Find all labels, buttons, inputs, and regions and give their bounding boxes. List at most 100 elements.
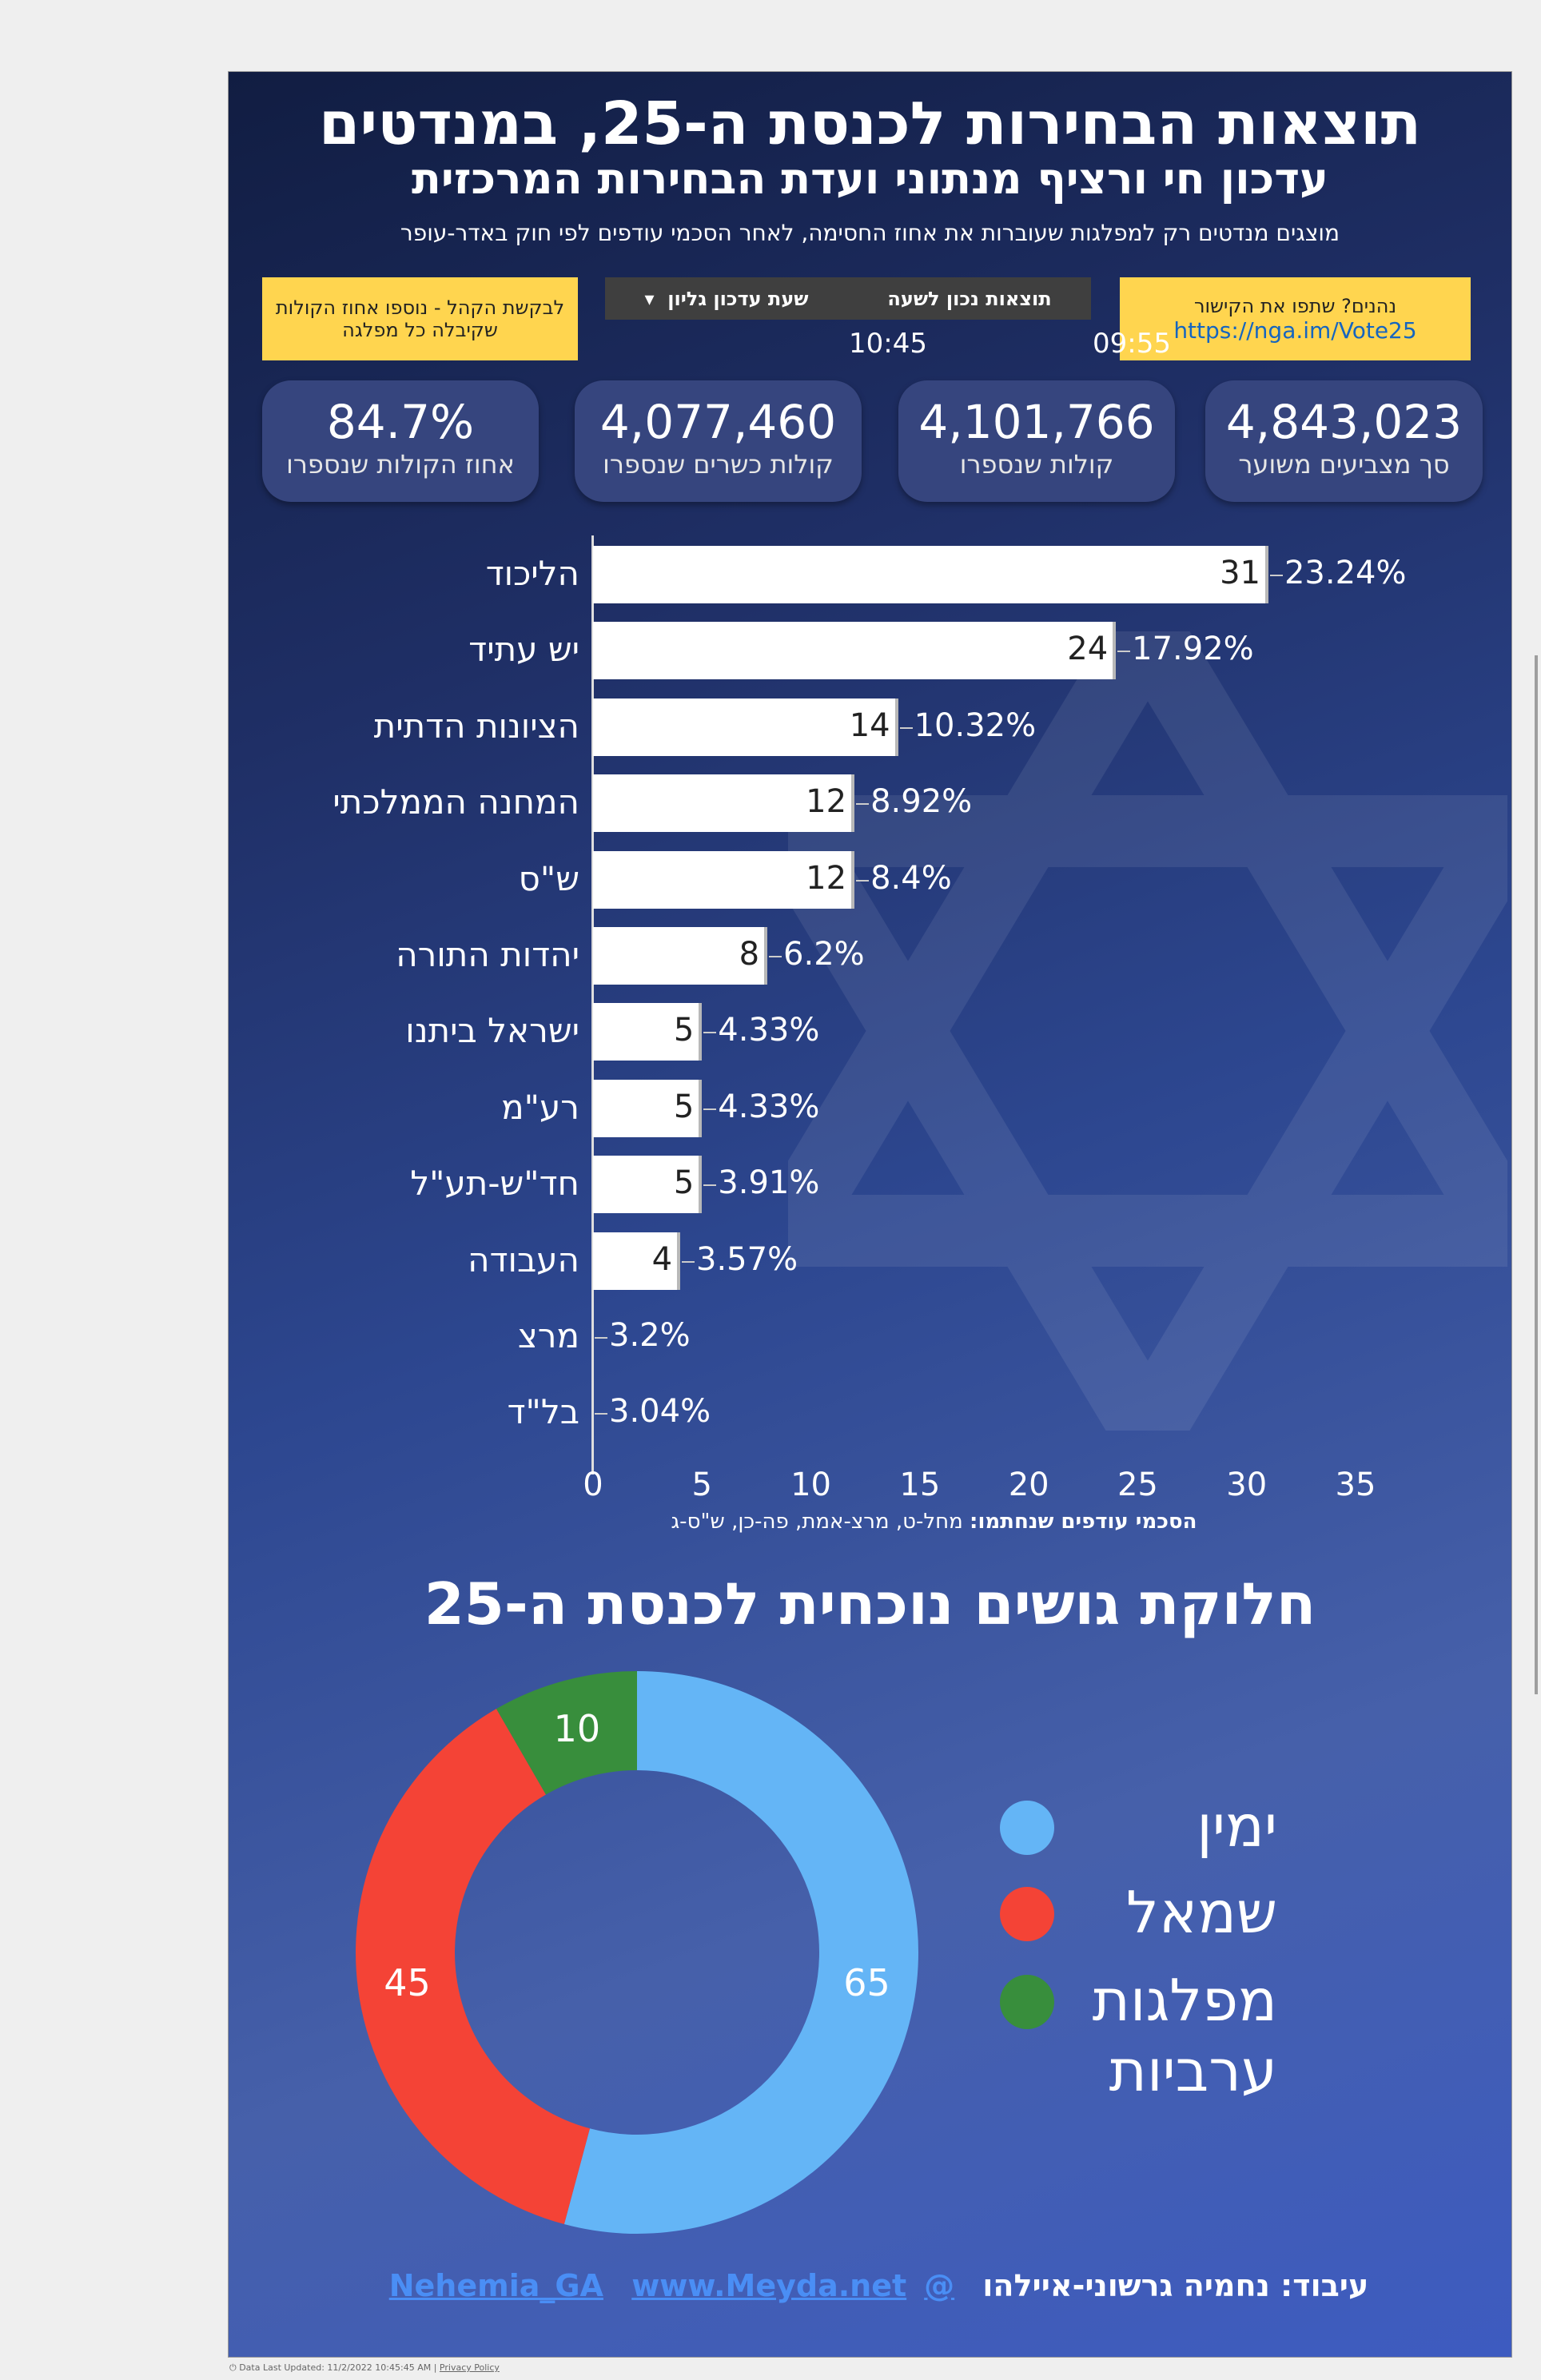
stat-value: 4,077,460	[599, 395, 837, 449]
slice-value: 10	[554, 1707, 601, 1750]
connector	[682, 1260, 695, 1263]
percent-label: 3.2%	[609, 1317, 691, 1354]
seat-value: 12	[806, 783, 847, 821]
percent-label: 4.33%	[718, 1088, 820, 1125]
party-label: יהדות התורה	[396, 935, 579, 974]
party-label: בל"ד	[507, 1392, 579, 1432]
privacy-link[interactable]: Privacy Policy	[439, 2362, 500, 2373]
page-title: תוצאות הבחירות לכנסת ה-25, במנדטים	[318, 90, 1422, 158]
connector	[1117, 651, 1131, 653]
connector	[703, 1108, 717, 1110]
party-label: הליכוד	[485, 554, 579, 593]
party-label: חד"ש-תע"ל	[410, 1164, 579, 1204]
seats-note: מוצגים מנדטים רק למפלגות שעוברות את אחוז…	[400, 220, 1340, 246]
party-label: ישראל ביתנו	[405, 1011, 579, 1051]
surplus-footnote: הסכמי עודפים שנחתמו: מחל-ט, מרצ-אמת, פה-…	[229, 1510, 1511, 1534]
connector	[856, 879, 870, 882]
connector	[703, 1032, 717, 1034]
stat-label: קולות כשרים שנספרו	[603, 449, 834, 480]
legend-swatch	[1000, 1801, 1054, 1855]
seat-value: 5	[673, 1088, 695, 1125]
site-link[interactable]: www.Meyda.net	[631, 2268, 907, 2303]
legend-swatch	[1000, 1975, 1054, 2029]
party-label: רע"מ	[501, 1087, 579, 1127]
legend-swatch	[1000, 1887, 1054, 1941]
x-tick-label: 30	[1226, 1467, 1268, 1503]
percent-label: 8.4%	[870, 859, 952, 897]
x-tick-label: 5	[691, 1467, 712, 1503]
last-updated: Data Last Updated: 11/2/2022 10:45:45 AM	[239, 2362, 432, 2373]
seat-value: 31	[1220, 555, 1260, 591]
footnote-bold: הסכמי עודפים שנחתמו:	[970, 1510, 1197, 1534]
x-tick-label: 35	[1335, 1467, 1376, 1503]
seats-bar-chart: הליכוד 31 23.24% יש עתיד 24 17.92% הציונות הדת…	[229, 72, 1511, 2357]
blocs-donut-chart: 65 45 10	[356, 1671, 919, 2234]
stat-label: קולות שנספרו	[959, 449, 1114, 480]
bar	[593, 1079, 703, 1137]
party-label: יש עתיד	[468, 630, 579, 670]
x-tick-label: 0	[583, 1467, 603, 1503]
update-time-label: שעת עדכון גליון	[667, 287, 809, 310]
donut-slice	[496, 1671, 637, 1795]
legend-label: שמאל	[1126, 1879, 1277, 1946]
percent-label: 3.57%	[696, 1240, 798, 1278]
donut-slice	[356, 1709, 590, 2225]
axis-line	[591, 535, 594, 1475]
footer: עיבוד: נחמיה גרשוני-איילהו @Nehemia_GA w…	[229, 2268, 1511, 2303]
share-text: נהנים? שתפו את הקישור	[1193, 294, 1397, 317]
bar	[593, 698, 898, 756]
stat-value: 4,101,766	[918, 395, 1155, 449]
stat-valid-votes: 4,077,460 קולות כשרים שנספרו	[575, 380, 862, 502]
update-time-dropdown[interactable]: שעת עדכון גליון ▾	[605, 277, 848, 320]
party-label: מרצ	[517, 1316, 579, 1355]
bar	[593, 622, 1117, 680]
connector	[856, 803, 870, 806]
power-icon: ⏻	[229, 2362, 237, 2373]
results-time: 09:55	[1093, 328, 1171, 360]
seat-value: 5	[673, 1164, 695, 1202]
bar	[593, 927, 768, 985]
x-tick-label: 10	[790, 1467, 832, 1503]
seat-value: 14	[849, 706, 890, 744]
percent-label: 10.32%	[914, 706, 1037, 744]
twitter-link[interactable]: @Nehemia_GA	[388, 2268, 955, 2303]
stat-percent-counted: 84.7% אחוז הקולות שנספרו	[262, 380, 539, 502]
seat-value: 5	[673, 1012, 695, 1049]
connector	[703, 1184, 717, 1187]
x-tick-label: 25	[1117, 1467, 1158, 1503]
bar	[593, 774, 855, 833]
time-header: תוצאות נכון לשעה שעת עדכון גליון ▾	[605, 277, 1091, 320]
share-link[interactable]: https://nga.im/Vote25	[1173, 316, 1417, 344]
x-tick-label: 20	[1008, 1467, 1049, 1503]
percent-label: 8.92%	[870, 783, 973, 821]
percent-label: 3.04%	[609, 1393, 711, 1431]
update-time: 10:45	[849, 328, 927, 360]
footnote-text: מחל-ט, מרצ-אמת, פה-כן, ש"ס-ג	[671, 1510, 963, 1534]
x-tick-label: 15	[899, 1467, 941, 1503]
star-of-david-watermark	[788, 631, 1507, 1431]
scrollbar[interactable]	[1535, 655, 1538, 1694]
stat-value: 84.7%	[326, 395, 475, 449]
percent-label: 23.24%	[1284, 555, 1407, 591]
stat-label: סך מצביעים משוער	[1238, 449, 1450, 480]
results-time-label: תוצאות נכון לשעה	[887, 287, 1052, 310]
party-label: ש"ס	[518, 858, 579, 898]
credit-text: עיבוד: נחמיה גרשוני-איילהו	[982, 2268, 1369, 2303]
percent-label: 6.2%	[783, 936, 865, 973]
percent-label: 17.92%	[1132, 631, 1254, 668]
connector	[1269, 575, 1283, 576]
caret-down-icon: ▾	[644, 287, 655, 310]
donut-legend: ימין שמאל מפלגות ערביות	[229, 72, 1511, 2357]
bar	[593, 1003, 703, 1061]
donut-title: חלוקת גושים נוכחית לכנסת ה-25	[424, 1570, 1316, 1638]
connector	[769, 956, 782, 957]
seat-value: 4	[651, 1240, 673, 1278]
stat-label: אחוז הקולות שנספרו	[286, 449, 515, 480]
share-box: נהנים? שתפו את הקישור https://nga.im/Vot…	[1120, 277, 1471, 360]
bar	[593, 546, 1268, 603]
bar	[593, 1232, 681, 1290]
connector	[899, 726, 913, 729]
party-label: העבודה	[468, 1240, 579, 1280]
stat-value: 4,843,023	[1225, 395, 1463, 449]
page-subtitle: עדכון חי ורציף מנתוני ועדת הבחירות המרכז…	[412, 153, 1328, 204]
